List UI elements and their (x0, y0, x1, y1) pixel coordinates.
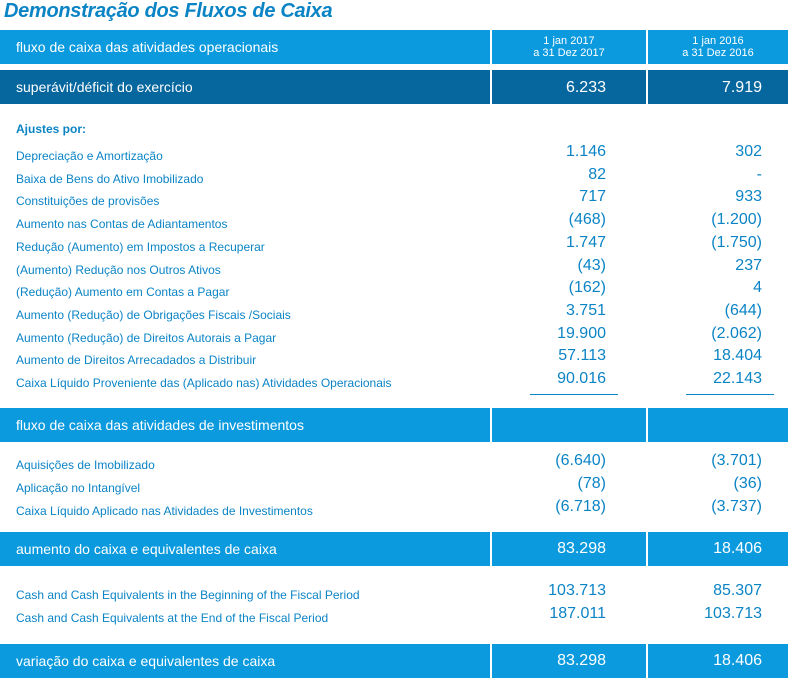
operating-row-2017: (468) (568, 211, 606, 229)
cash-row-2016: 85.307 (713, 582, 762, 599)
operating-row-2017: 57.113 (558, 347, 606, 365)
operating-row-label: Aumento nas Contas de Adiantamentos (16, 217, 228, 232)
cash-row: Cash and Cash Equivalents in the Beginni… (0, 582, 788, 604)
surplus-2016: 7.919 (721, 79, 762, 96)
investing-row-2017: (6.718) (555, 498, 606, 515)
operating-row-label: (Redução) Aumento em Contas a Pagar (16, 285, 230, 300)
operating-row-2016: (1.200) (711, 211, 762, 229)
header-band: fluxo de caixa das atividades operaciona… (0, 30, 788, 64)
operating-row-2017: (162) (568, 279, 606, 297)
header-col-2016-line2: a 31 Dez 2016 (682, 47, 754, 59)
operating-row-label: Aumento (Redução) de Direitos Autorais a… (16, 330, 277, 345)
operating-row-2017: 90.016 (557, 370, 606, 387)
investing-row-label: Aquisições de Imobilizado (16, 458, 155, 472)
variation-2016: 18.406 (713, 652, 762, 669)
operating-row: Constituições de provisões 717 933 (0, 188, 788, 210)
operating-row-2016: 22.143 (713, 370, 762, 387)
operating-row-label: Aumento de Direitos Arrecadados a Distri… (16, 353, 257, 368)
investing-row: Aplicação no Intangível (78) (36) (0, 475, 788, 497)
increase-label: aumento do caixa e equivalentes de caixa (16, 541, 277, 557)
operating-row-label: Caixa Líquido Proveniente das (Aplicado … (16, 376, 392, 390)
operating-row-2016: 237 (735, 256, 762, 274)
surplus-label: superávit/déficit do exercício (16, 79, 193, 95)
operating-row-label: Depreciação e Amortização (16, 149, 163, 163)
investing-row: Aquisições de Imobilizado (6.640) (3.701) (0, 452, 788, 474)
operating-row-label: Redução (Aumento) em Impostos a Recupera… (16, 239, 265, 254)
investing-label: fluxo de caixa das atividades de investi… (16, 417, 304, 433)
operating-row-2016: 302 (735, 143, 762, 160)
operating-row: Redução (Aumento) em Impostos a Recupera… (0, 234, 788, 256)
header-col-2016: 1 jan 2016 a 31 Dez 2016 (648, 35, 788, 59)
underline-2016 (686, 394, 774, 395)
operating-row-2017: 1.146 (565, 143, 606, 160)
operating-row: (Redução) Aumento em Contas a Pagar (162)… (0, 279, 788, 301)
adjustments-title: Ajustes por: (16, 122, 87, 136)
operating-row-2016: - (756, 165, 762, 183)
increase-2016: 18.406 (713, 540, 762, 557)
cash-row-label: Cash and Cash Equivalents at the End of … (16, 611, 329, 625)
header-label: fluxo de caixa das atividades operaciona… (16, 39, 279, 55)
surplus-band: superávit/déficit do exercício 6.233 7.9… (0, 70, 788, 104)
variation-2017: 83.298 (557, 652, 606, 669)
operating-row-2017: 3.751 (565, 301, 606, 319)
operating-row-2016: 18.404 (713, 347, 762, 365)
header-col-2016-line1: 1 jan 2016 (692, 35, 744, 47)
cash-row-2017: 187.011 (549, 605, 606, 622)
investing-row-label: Caixa Líquido Aplicado nas Atividades de… (16, 504, 313, 518)
operating-row: Depreciação e Amortização 1.146 302 (0, 143, 788, 165)
investing-row-2016: (36) (733, 475, 762, 492)
operating-row-label: Aumento (Redução) de Obrigações Fiscais … (16, 307, 291, 322)
surplus-2017: 6.233 (565, 79, 606, 96)
cash-row-label: Cash and Cash Equivalents in the Beginni… (16, 588, 360, 602)
investing-band: fluxo de caixa das atividades de investi… (0, 408, 788, 442)
operating-row-2016: (2.062) (711, 324, 762, 342)
operating-row: Caixa Líquido Proveniente das (Aplicado … (0, 370, 788, 392)
operating-row: Aumento (Redução) de Direitos Autorais a… (0, 325, 788, 347)
increase-band: aumento do caixa e equivalentes de caixa… (0, 532, 788, 566)
investing-row-label: Aplicação no Intangível (16, 481, 141, 495)
header-col-2017-line1: 1 jan 2017 (543, 35, 595, 47)
operating-row-2016: (644) (724, 301, 762, 319)
underline-2017 (530, 394, 618, 395)
investing-row-2017: (78) (577, 475, 606, 492)
page-title: Demonstração dos Fluxos de Caixa (4, 0, 333, 22)
investing-row: Caixa Líquido Aplicado nas Atividades de… (0, 498, 788, 520)
operating-row-2017: (43) (577, 256, 606, 274)
investing-row-2016: (3.737) (711, 498, 762, 515)
operating-row-label: (Aumento) Redução nos Outros Ativos (16, 262, 221, 277)
cash-row-2016: 103.713 (704, 605, 762, 622)
operating-row-2017: 717 (579, 188, 606, 206)
variation-label: variação do caixa e equivalentes de caix… (16, 653, 276, 669)
operating-row-label: Baixa de Bens do Ativo Imobilizado (16, 171, 204, 186)
variation-band: variação do caixa e equivalentes de caix… (0, 644, 788, 678)
operating-row-2016: 4 (753, 279, 762, 297)
operating-row: Baixa de Bens do Ativo Imobilizado 82 - (0, 166, 788, 188)
operating-row-2017: 1.747 (565, 233, 606, 251)
increase-2017: 83.298 (557, 540, 606, 557)
header-col-2017-line2: a 31 Dez 2017 (533, 47, 605, 59)
cash-row-2017: 103.713 (548, 582, 606, 599)
operating-row: (Aumento) Redução nos Outros Ativos (43) 2… (0, 257, 788, 279)
operating-row-2016: (1.750) (711, 233, 762, 251)
investing-row-2016: (3.701) (711, 452, 762, 469)
operating-row-2017: 19.900 (557, 324, 606, 342)
cash-row: Cash and Cash Equivalents at the End of … (0, 605, 788, 627)
investing-row-2017: (6.640) (555, 452, 606, 469)
operating-row-label: Constituições de provisões (16, 194, 160, 209)
operating-row: Aumento nas Contas de Adiantamentos (468)… (0, 211, 788, 233)
header-col-2017: 1 jan 2017 a 31 Dez 2017 (492, 35, 646, 59)
operating-row-2016: 933 (735, 188, 762, 206)
operating-row: Aumento de Direitos Arrecadados a Distri… (0, 347, 788, 369)
operating-row-2017: 82 (588, 165, 606, 183)
operating-row: Aumento (Redução) de Obrigações Fiscais … (0, 302, 788, 324)
